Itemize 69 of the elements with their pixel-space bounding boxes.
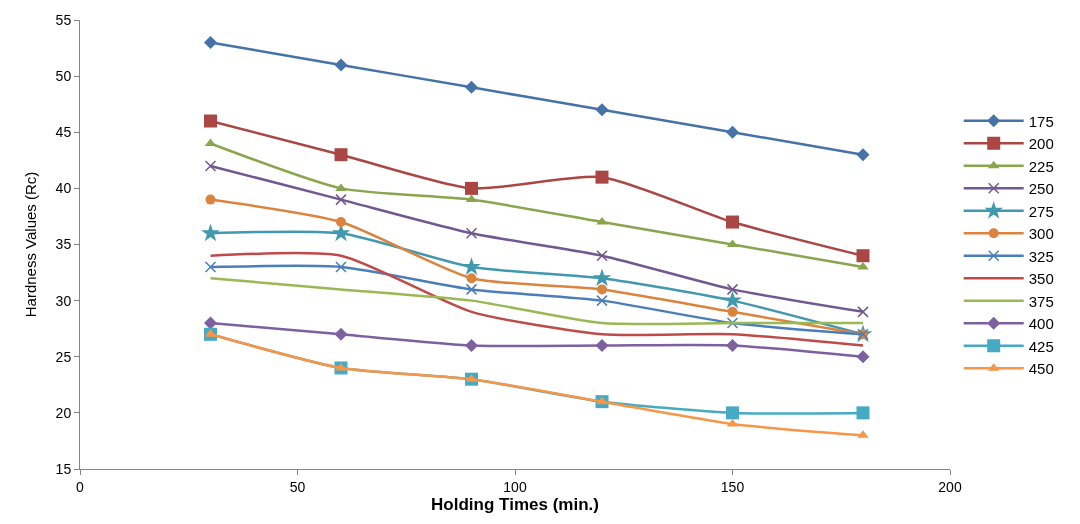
legend-label: 325 [1028, 247, 1054, 265]
legend-label: 450 [1028, 360, 1054, 378]
point [592, 268, 612, 287]
point [856, 148, 870, 162]
y-tick-label: 45 [55, 124, 72, 141]
legend-label: 425 [1028, 337, 1054, 355]
point [204, 160, 217, 172]
legend-label: 375 [1028, 292, 1054, 310]
point [857, 306, 869, 318]
y-axis-title: Hardness Values (Rc) [21, 171, 39, 318]
point [596, 396, 608, 405]
x-tick-label: 100 [503, 478, 527, 495]
point [462, 257, 481, 275]
x-tick-label: 0 [76, 478, 85, 495]
point [204, 35, 217, 49]
y-tick-label: 55 [55, 11, 72, 28]
point [465, 181, 478, 195]
x-tick-label: 200 [938, 478, 962, 495]
point [595, 103, 609, 117]
point [726, 215, 739, 229]
point [204, 316, 217, 330]
point [335, 193, 347, 206]
point [726, 125, 739, 139]
point [201, 223, 220, 242]
point [597, 284, 607, 295]
legend-label: 250 [1028, 180, 1054, 198]
point [726, 406, 739, 420]
point [466, 273, 477, 284]
point [334, 327, 348, 341]
legend-label: 225 [1028, 157, 1054, 175]
legend-label: 275 [1028, 202, 1054, 220]
point [465, 227, 478, 240]
x-axis-title: Holding Times (min.) [431, 495, 599, 515]
legend-label: 300 [1028, 225, 1054, 243]
legend-label: 200 [1028, 135, 1054, 153]
y-tick-label: 35 [55, 236, 72, 253]
point [336, 217, 346, 228]
x-tick-label: 50 [289, 478, 306, 495]
point [465, 80, 478, 94]
point [335, 261, 347, 273]
point [334, 58, 348, 72]
point [205, 194, 216, 205]
point [856, 350, 870, 364]
y-tick-label: 25 [55, 348, 72, 365]
point [596, 249, 608, 262]
x-tick-label: 150 [720, 478, 745, 495]
y-tick-label: 20 [55, 404, 72, 421]
point [595, 339, 609, 353]
point [856, 406, 870, 420]
y-tick-label: 50 [55, 68, 72, 85]
point [727, 306, 738, 317]
y-tick-label: 30 [55, 292, 72, 309]
legend-label: 175 [1028, 112, 1054, 130]
legend-label: 400 [1028, 315, 1054, 333]
point [856, 249, 870, 263]
point [723, 290, 742, 309]
point [204, 114, 217, 128]
point [596, 294, 608, 307]
point [726, 283, 739, 296]
point [726, 317, 739, 329]
point [595, 170, 609, 184]
point [726, 339, 739, 353]
point [465, 283, 478, 296]
point [334, 148, 348, 162]
point [465, 339, 478, 353]
y-tick-label: 15 [55, 460, 72, 477]
legend-label: 350 [1028, 270, 1054, 288]
y-tick-label: 40 [55, 180, 72, 197]
point [204, 261, 217, 273]
